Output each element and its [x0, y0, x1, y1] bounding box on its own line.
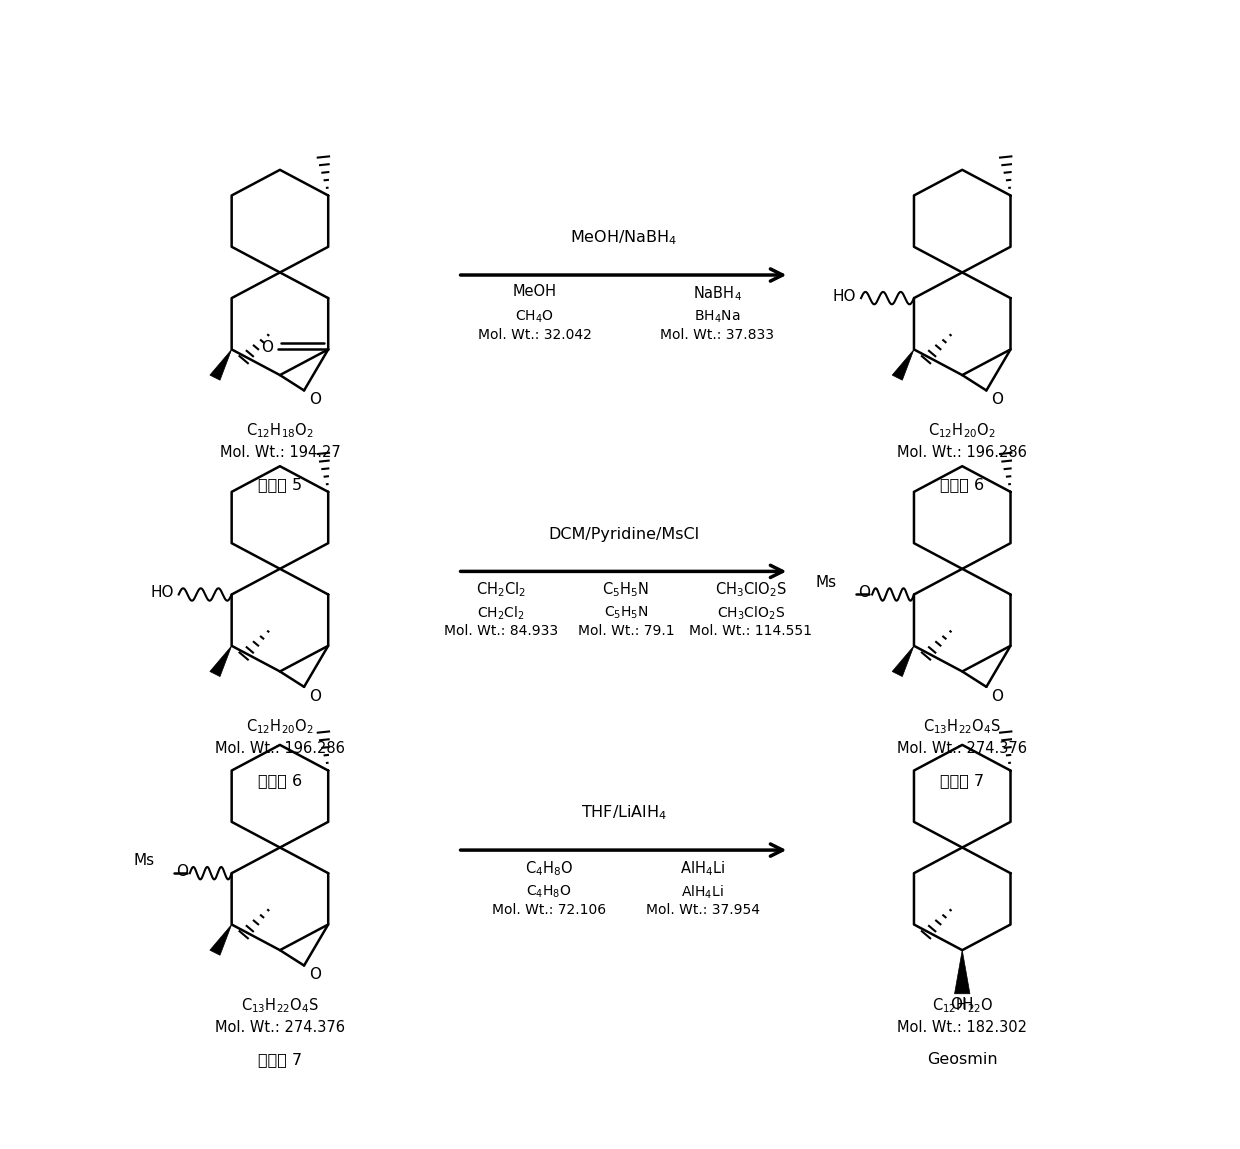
Text: Mol. Wt.: 274.376: Mol. Wt.: 274.376 [898, 741, 1027, 756]
Polygon shape [210, 349, 232, 380]
Text: C$_{13}$H$_{22}$O$_4$S: C$_{13}$H$_{22}$O$_4$S [241, 996, 319, 1015]
Text: OH: OH [951, 997, 973, 1012]
Text: Mol. Wt.: 182.302: Mol. Wt.: 182.302 [898, 1020, 1027, 1035]
Text: O: O [991, 688, 1003, 703]
Text: NaBH$_4$: NaBH$_4$ [693, 284, 742, 302]
Text: AlH$_4$Li: AlH$_4$Li [681, 884, 724, 901]
Text: Ms: Ms [816, 574, 837, 589]
Text: O: O [309, 688, 321, 703]
Text: Mol. Wt.: 194.27: Mol. Wt.: 194.27 [219, 445, 340, 460]
Text: C$_{12}$H$_{18}$O$_2$: C$_{12}$H$_{18}$O$_2$ [247, 421, 314, 440]
Text: 中间体 7: 中间体 7 [258, 1051, 303, 1066]
Text: CH$_3$ClO$_2$S: CH$_3$ClO$_2$S [715, 580, 786, 599]
Text: Mol. Wt.: 72.106: Mol. Wt.: 72.106 [492, 903, 606, 917]
Polygon shape [210, 925, 232, 955]
Polygon shape [210, 646, 232, 677]
Polygon shape [955, 950, 970, 994]
Text: Mol. Wt.: 37.833: Mol. Wt.: 37.833 [660, 329, 774, 342]
Text: 中间体 6: 中间体 6 [940, 477, 985, 492]
Text: Mol. Wt.: 196.286: Mol. Wt.: 196.286 [215, 741, 345, 756]
Text: O: O [176, 864, 188, 879]
Text: CH$_2$Cl$_2$: CH$_2$Cl$_2$ [477, 606, 525, 623]
Text: MeOH/NaBH$_4$: MeOH/NaBH$_4$ [570, 229, 677, 247]
Text: Mol. Wt.: 37.954: Mol. Wt.: 37.954 [646, 903, 760, 917]
Text: C$_{12}$H$_{22}$O: C$_{12}$H$_{22}$O [931, 996, 993, 1015]
Text: C$_{12}$H$_{20}$O$_2$: C$_{12}$H$_{20}$O$_2$ [247, 717, 314, 737]
Text: O: O [309, 392, 321, 407]
Text: C$_5$H$_5$N: C$_5$H$_5$N [604, 606, 649, 622]
Text: DCM/Pyridine/MsCl: DCM/Pyridine/MsCl [548, 526, 699, 541]
Text: CH$_4$O: CH$_4$O [515, 309, 554, 325]
Polygon shape [893, 349, 914, 380]
Text: THF/LiAlH$_4$: THF/LiAlH$_4$ [580, 803, 666, 823]
Text: Ms: Ms [133, 854, 155, 869]
Text: 中间体 6: 中间体 6 [258, 773, 303, 788]
Text: C$_{12}$H$_{20}$O$_2$: C$_{12}$H$_{20}$O$_2$ [929, 421, 996, 440]
Text: CH$_3$ClO$_2$S: CH$_3$ClO$_2$S [717, 606, 785, 623]
Text: C$_4$H$_8$O: C$_4$H$_8$O [525, 859, 573, 878]
Text: HO: HO [833, 288, 856, 303]
Text: Mol. Wt.: 32.042: Mol. Wt.: 32.042 [477, 329, 591, 342]
Text: 中间体 7: 中间体 7 [940, 773, 985, 788]
Text: AlH$_4$Li: AlH$_4$Li [681, 859, 725, 878]
Text: O: O [858, 585, 870, 600]
Text: O: O [991, 392, 1003, 407]
Text: Mol. Wt.: 84.933: Mol. Wt.: 84.933 [444, 625, 558, 639]
Text: MeOH: MeOH [512, 284, 557, 299]
Text: 中间体 5: 中间体 5 [258, 477, 303, 492]
Text: Mol. Wt.: 274.376: Mol. Wt.: 274.376 [215, 1020, 345, 1035]
Text: Mol. Wt.: 196.286: Mol. Wt.: 196.286 [898, 445, 1027, 460]
Text: Mol. Wt.: 79.1: Mol. Wt.: 79.1 [578, 625, 675, 639]
Text: C$_4$H$_8$O: C$_4$H$_8$O [526, 884, 572, 900]
Text: HO: HO [150, 585, 174, 600]
Text: C$_{13}$H$_{22}$O$_4$S: C$_{13}$H$_{22}$O$_4$S [924, 717, 1001, 737]
Text: BH$_4$Na: BH$_4$Na [694, 309, 740, 325]
Text: Geosmin: Geosmin [928, 1051, 997, 1066]
Text: O: O [309, 967, 321, 982]
Text: Mol. Wt.: 114.551: Mol. Wt.: 114.551 [689, 625, 812, 639]
Text: C$_5$H$_5$N: C$_5$H$_5$N [603, 580, 650, 599]
Polygon shape [893, 646, 914, 677]
Text: O: O [262, 340, 273, 355]
Text: CH$_2$Cl$_2$: CH$_2$Cl$_2$ [476, 580, 526, 599]
